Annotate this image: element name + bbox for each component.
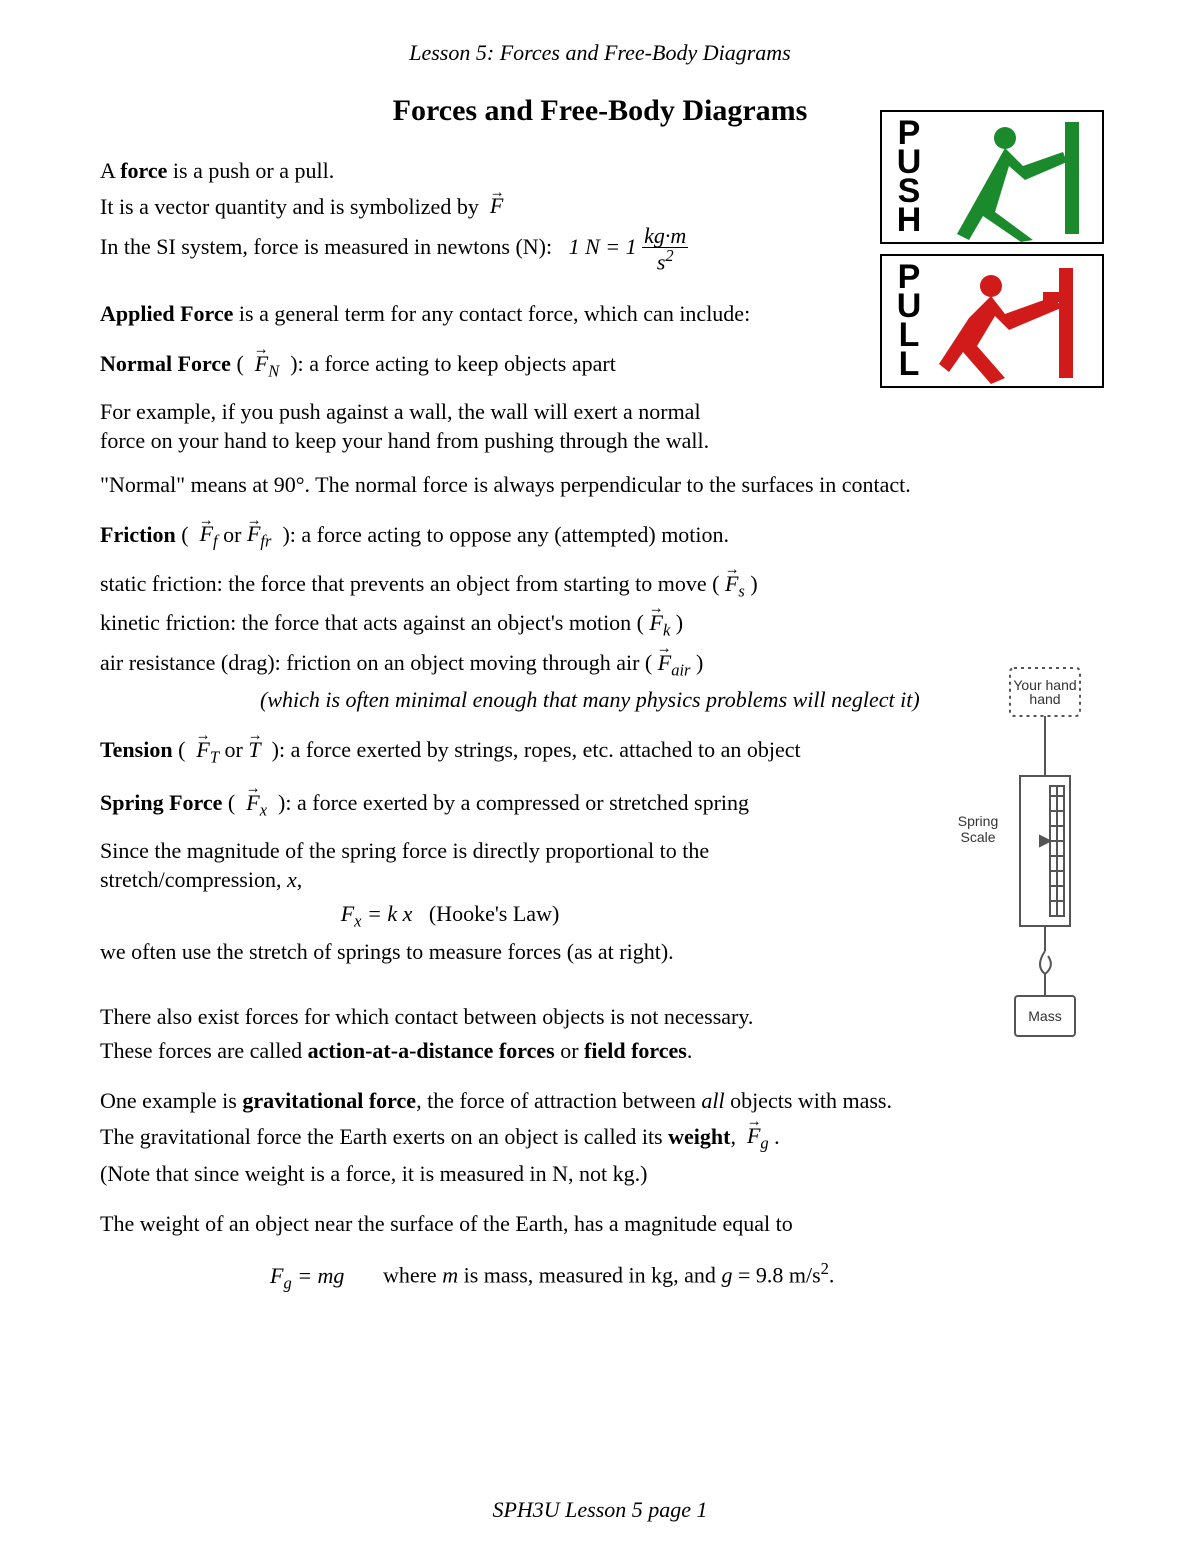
gravity-3: (Note that since weight is a force, it i… [100,1159,1100,1189]
static-friction: static friction: the force that prevents… [100,567,1100,602]
push-pull-signs: PUSH PULL [880,110,1100,398]
lesson-header: Lesson 5: Forces and Free-Body Diagrams [100,40,1100,66]
pull-icon [928,256,1102,386]
gravity-4: The weight of an object near the surface… [100,1209,1100,1239]
svg-text:hand: hand [1029,691,1060,707]
spring-body1: Since the magnitude of the spring force … [100,836,780,895]
normal-example: For example, if you push against a wall,… [100,397,740,456]
normal-note: "Normal" means at 90°. The normal force … [100,470,1100,500]
page-footer: SPH3U Lesson 5 page 1 [0,1497,1200,1523]
fig-mass-label: Mass [1028,1008,1061,1024]
push-label: PUSH [890,119,928,235]
gravity-1: One example is gravitational force, the … [100,1086,1100,1116]
pull-sign: PULL [880,254,1104,388]
page: PUSH PULL [0,0,1200,1553]
fig-scale-label: Spring [958,813,998,829]
friction: Friction ( Ff or Ffr ): a force acting t… [100,518,1100,553]
push-icon [928,112,1102,242]
push-sign: PUSH [880,110,1104,244]
weight-equation: Fg = mg where m is mass, measured in kg,… [270,1258,1100,1294]
svg-text:Scale: Scale [960,829,995,845]
hookes-law: Fx = k x (Hooke's Law) [100,899,800,933]
pull-label: PULL [890,263,928,379]
spring-scale-figure: Your hand hand Spring Scale Mass [940,666,1100,1049]
kinetic-friction: kinetic friction: the force that acts ag… [100,606,1100,641]
gravity-2: The gravitational force the Earth exerts… [100,1120,1100,1155]
